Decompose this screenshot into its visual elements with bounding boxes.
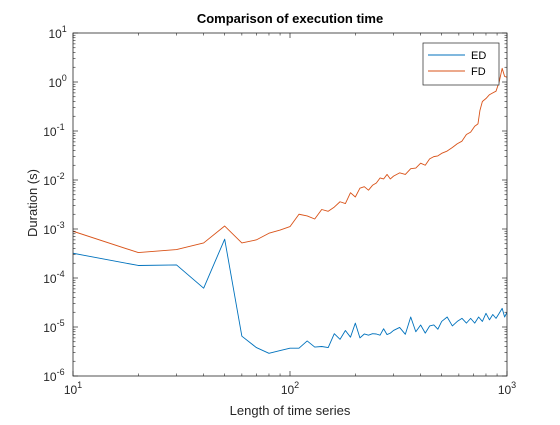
- y-tick-exponent: 1: [62, 24, 67, 34]
- plot-area: [73, 33, 507, 376]
- series-line-ed: [73, 238, 507, 354]
- y-tick-exponent: -5: [57, 318, 65, 328]
- y-tick-exponent: -1: [57, 122, 65, 132]
- x-tick-label: 101: [64, 380, 82, 397]
- y-tick-exponent: -4: [57, 269, 65, 279]
- x-tick-label: 102: [281, 380, 299, 397]
- x-tick-label: 103: [498, 380, 516, 397]
- legend-label-ed: ED: [471, 50, 486, 62]
- legend-box: [422, 42, 500, 86]
- y-tick-label: 10: [43, 321, 57, 335]
- chart-title: Comparison of execution time: [197, 11, 383, 26]
- y-tick-exponent: 0: [62, 73, 67, 83]
- y-tick-exponent: -2: [57, 171, 65, 181]
- legend[interactable]: ED FD: [422, 42, 500, 86]
- y-tick-label: 10: [43, 370, 57, 384]
- x-axis-label: Length of time series: [230, 403, 351, 418]
- y-tick-label: 10: [48, 76, 62, 90]
- series-layer: [73, 67, 507, 354]
- y-tick-exponent: -3: [57, 220, 65, 230]
- y-tick-exponent: -6: [57, 367, 65, 377]
- y-axis-label: Duration (s): [25, 169, 40, 237]
- y-tick-label: 10: [48, 27, 62, 41]
- y-tick-label: 10: [43, 174, 57, 188]
- legend-label-fd: FD: [471, 66, 486, 78]
- y-tick-label: 10: [43, 125, 57, 139]
- y-tick-label: 10: [43, 272, 57, 286]
- y-tick-label: 10: [43, 223, 57, 237]
- series-line-fd: [73, 67, 507, 254]
